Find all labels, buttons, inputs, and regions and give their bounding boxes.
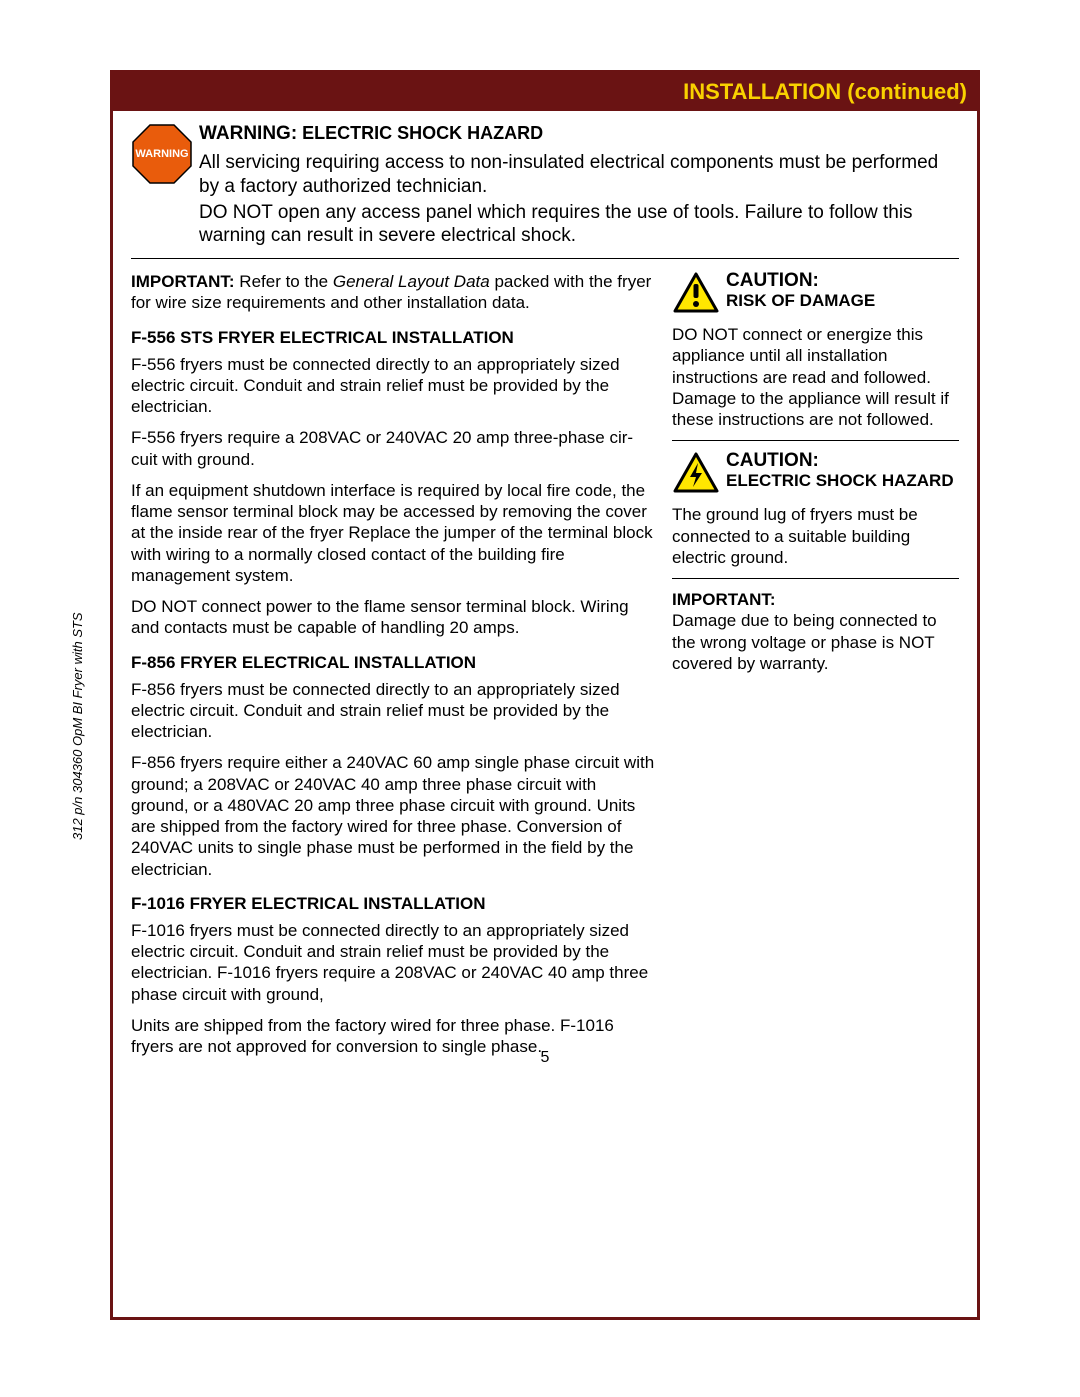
caution-damage-body: DO NOT connect or energize this applianc…	[672, 324, 959, 430]
section-header: INSTALLATION (continued)	[113, 73, 977, 111]
important-italic: General Layout Data	[333, 272, 490, 291]
content-area: WARNING WARNING: ELECTRIC SHOCK HAZARD A…	[113, 111, 977, 1077]
warning-heading: WARNING: ELECTRIC SHOCK HAZARD	[199, 123, 959, 145]
important-side-label: IMPORTANT:	[672, 590, 776, 609]
side-column: CAUTION: RISK OF DAMAGE DO NOT connect o…	[672, 271, 959, 1067]
section2-p2: F-856 fryers require either a 240VAC 60 …	[131, 752, 656, 880]
section1-p3: If an equipment shutdown interface is re…	[131, 480, 656, 586]
caution-shock-block: CAUTION: ELECTRIC SHOCK HAZARD	[672, 451, 959, 500]
section3-p1: F-1016 fryers must be connected directly…	[131, 920, 656, 1005]
important-text-1: Refer to the	[235, 272, 333, 291]
important-side-body: Damage due to being connected to the wro…	[672, 611, 937, 673]
important-side-paragraph: IMPORTANT: Damage due to being connected…	[672, 589, 959, 674]
section1-p4: DO NOT connect power to the flame sensor…	[131, 596, 656, 639]
side-divider-1	[672, 440, 959, 441]
section2-p1: F-856 fryers must be connected directly …	[131, 679, 656, 743]
svg-text:WARNING: WARNING	[135, 148, 188, 160]
caution-damage-title: CAUTION:	[726, 271, 875, 292]
warning-heading-label: WARNING:	[199, 123, 297, 144]
warning-octagon-icon: WARNING	[131, 123, 193, 190]
warning-heading-rest: ELECTRIC SHOCK HAZARD	[297, 123, 543, 143]
warning-paragraph-2: DO NOT open any access panel which requi…	[199, 201, 959, 249]
caution-shock-heading: CAUTION: ELECTRIC SHOCK HAZARD	[726, 451, 954, 491]
caution-bolt-icon	[672, 451, 720, 500]
important-paragraph: IMPORTANT: Refer to the General Layout D…	[131, 271, 656, 314]
main-column: IMPORTANT: Refer to the General Layout D…	[131, 271, 656, 1067]
page-frame: INSTALLATION (continued) WARNING WARNING…	[110, 70, 980, 1320]
important-label: IMPORTANT:	[131, 272, 235, 291]
caution-exclamation-icon	[672, 271, 720, 320]
section3-p2: Units are shipped from the factory wired…	[131, 1015, 656, 1058]
section1-p1: F-556 fryers must be connected directly …	[131, 354, 656, 418]
warning-paragraph-1: All servicing requiring access to non-in…	[199, 151, 959, 199]
warning-block: WARNING WARNING: ELECTRIC SHOCK HAZARD A…	[131, 123, 959, 250]
caution-shock-title: CAUTION:	[726, 451, 954, 472]
caution-shock-body: The ground lug of fryers must be connect…	[672, 504, 959, 568]
caution-damage-block: CAUTION: RISK OF DAMAGE	[672, 271, 959, 320]
two-column-layout: IMPORTANT: Refer to the General Layout D…	[131, 271, 959, 1067]
caution-shock-sub: ELECTRIC SHOCK HAZARD	[726, 472, 954, 491]
section3-heading: F-1016 FRYER ELECTRICAL INSTALLATION	[131, 894, 656, 914]
side-divider-2	[672, 578, 959, 579]
page-number: 5	[541, 1049, 550, 1067]
section1-heading: F-556 STS FRYER ELECTRICAL INSTALLATION	[131, 328, 656, 348]
section-header-text: INSTALLATION (continued)	[683, 79, 967, 104]
side-reference-text: 312 p/n 304360 OpM BI Fryer with STS	[70, 612, 85, 840]
section2-heading: F-856 FRYER ELECTRICAL INSTALLATION	[131, 653, 656, 673]
caution-damage-heading: CAUTION: RISK OF DAMAGE	[726, 271, 875, 311]
caution-damage-sub: RISK OF DAMAGE	[726, 292, 875, 311]
divider	[131, 258, 959, 259]
section1-p2: F-556 fryers require a 208VAC or 240VAC …	[131, 427, 656, 470]
warning-text: WARNING: ELECTRIC SHOCK HAZARD All servi…	[199, 123, 959, 250]
